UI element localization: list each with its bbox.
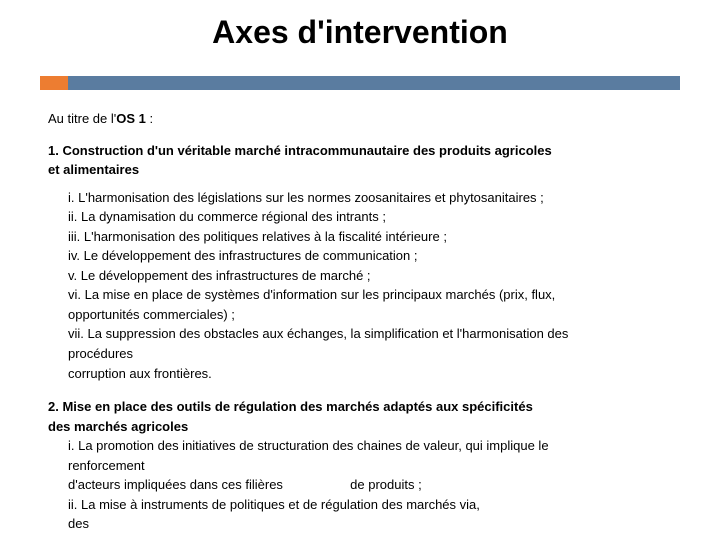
item-v: v. Le développement des infrastructures … — [68, 267, 680, 285]
s2-sub-a: i. La promotion des initiatives de struc… — [68, 437, 680, 455]
os-suffix: : — [146, 111, 153, 126]
section-1-line1: 1. Construction d'un véritable marché in… — [48, 142, 680, 160]
item-vi-b: opportunités commerciales) ; — [68, 306, 680, 324]
item-vii-a: vii. La suppression des obstacles aux éc… — [68, 325, 680, 343]
item-vi-a: vi. La mise en place de systèmes d'infor… — [68, 286, 680, 304]
s2-sub-c: d'acteurs impliquées dans ces filières d… — [68, 476, 680, 494]
s2-sub-c-left: d'acteurs impliquées dans ces filières — [68, 477, 283, 492]
item-ii: ii. La dynamisation du commerce régional… — [68, 208, 680, 226]
accent-bar-orange — [40, 76, 68, 90]
accent-bar-blue — [68, 76, 680, 90]
roman-list: i. L'harmonisation des législations sur … — [68, 189, 680, 382]
s2-sub-b: renforcement — [68, 457, 680, 475]
section-2-sub: i. La promotion des initiatives de struc… — [68, 437, 680, 533]
item-iv: iv. Le développement des infrastructures… — [68, 247, 680, 265]
section-2-line2: des marchés agricoles — [48, 418, 680, 436]
accent-bar — [40, 76, 680, 90]
os-prefix: Au titre de l' — [48, 111, 116, 126]
s2-sub-d: ii. La mise à instruments de politiques … — [68, 496, 680, 514]
os-heading: Au titre de l'OS 1 : — [48, 110, 680, 128]
item-vii-b: procédures — [68, 345, 680, 363]
item-iii: iii. L'harmonisation des politiques rela… — [68, 228, 680, 246]
section-1-line2: et alimentaires — [48, 161, 680, 179]
s2-sub-e: des — [68, 515, 680, 533]
s2-sub-c-right: de produits ; — [350, 477, 422, 492]
item-i: i. L'harmonisation des législations sur … — [68, 189, 680, 207]
item-vii-c: corruption aux frontières. — [68, 365, 680, 383]
section-2-line1: 2. Mise en place des outils de régulatio… — [48, 398, 680, 416]
os-bold: OS 1 — [116, 111, 146, 126]
body-text: Au titre de l'OS 1 : 1. Construction d'u… — [48, 110, 680, 535]
slide-title: Axes d'intervention — [0, 14, 720, 51]
